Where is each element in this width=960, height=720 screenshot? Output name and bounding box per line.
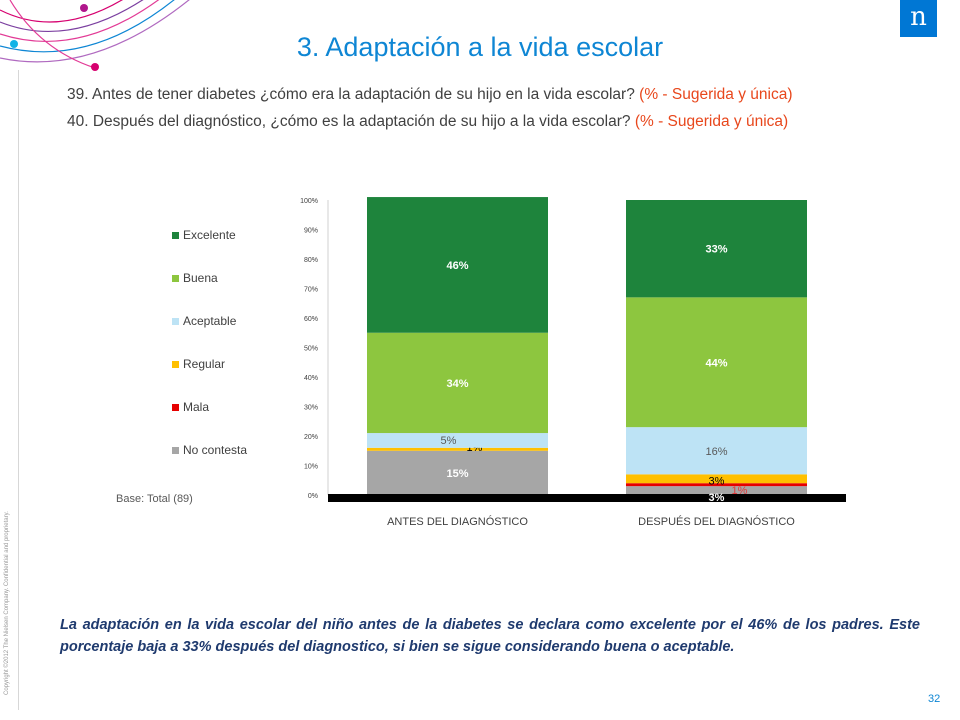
- x-category-label: ANTES DEL DIAGNÓSTICO: [387, 515, 528, 528]
- data-label: 33%: [705, 244, 727, 256]
- y-tick-label: 30%: [304, 405, 318, 412]
- deco-dot-blue: [10, 40, 18, 48]
- legend-label: Aceptable: [183, 314, 237, 328]
- legend-swatch: [172, 404, 179, 411]
- y-tick-label: 0%: [308, 493, 318, 500]
- legend-label: Excelente: [183, 228, 236, 242]
- base-note: Base: Total (89): [116, 493, 193, 505]
- y-tick-label: 40%: [304, 375, 318, 382]
- y-tick-label: 10%: [304, 464, 318, 471]
- data-label: 16%: [705, 446, 727, 458]
- decorative-arcs: [0, 0, 190, 71]
- nielsen-logo: n: [900, 0, 937, 37]
- y-tick-label: 100%: [300, 198, 318, 205]
- data-label: 46%: [446, 260, 468, 272]
- bar-segment: [626, 200, 807, 298]
- bar-segment: [626, 486, 807, 495]
- conclusion-text: La adaptación en la vida escolar del niñ…: [60, 617, 920, 655]
- data-label: 3%: [709, 492, 725, 504]
- legend-label: No contesta: [183, 443, 248, 457]
- y-tick-label: 90%: [304, 228, 318, 235]
- legend-swatch: [172, 318, 179, 325]
- y-tick-label: 80%: [304, 257, 318, 264]
- bar-segment: [626, 297, 807, 428]
- legend-swatch: [172, 275, 179, 282]
- x-axis-baseline: [328, 494, 846, 502]
- question-1: 39. Antes de tener diabetes ¿cómo era la…: [67, 86, 793, 104]
- bar-segment: [367, 433, 548, 448]
- y-tick-label: 60%: [304, 316, 318, 323]
- bar-segment: [367, 447, 548, 451]
- legend-swatch: [172, 232, 179, 239]
- legend-label: Buena: [183, 271, 218, 285]
- data-label: 5%: [441, 435, 457, 447]
- question-1-text: 39. Antes de tener diabetes ¿cómo era la…: [67, 86, 635, 103]
- data-label: 15%: [446, 468, 468, 480]
- data-label: 3%: [709, 475, 725, 487]
- legend-label: Mala: [183, 400, 210, 414]
- data-label: 44%: [705, 357, 727, 369]
- sidebar-line: [18, 70, 19, 710]
- legend-swatch: [172, 361, 179, 368]
- question-2-highlight: (% - Sugerida y única): [634, 113, 789, 130]
- data-label: 34%: [446, 378, 468, 390]
- x-category-label: DESPUÉS DEL DIAGNÓSTICO: [638, 515, 795, 528]
- bar-segment: [367, 197, 548, 333]
- question-2-text: 40. Después del diagnóstico, ¿cómo es la…: [67, 113, 631, 130]
- slide-title: 3. Adaptación a la vida escolar: [296, 32, 664, 62]
- bar-segment: [626, 483, 807, 487]
- bar-segment: [367, 332, 548, 434]
- y-tick-label: 70%: [304, 287, 318, 294]
- bar-segment: [367, 450, 548, 495]
- legend-label: Regular: [183, 357, 226, 371]
- deco-dot-pink: [91, 63, 99, 71]
- question-2: 40. Después del diagnóstico, ¿cómo es la…: [67, 113, 788, 131]
- bar-segment: [626, 474, 807, 484]
- legend-swatch: [172, 447, 179, 454]
- y-tick-label: 50%: [304, 346, 318, 353]
- page-number: 32: [928, 693, 941, 705]
- bar-segment: [626, 427, 807, 475]
- deco-dot-purple: [80, 4, 88, 12]
- y-tick-label: 20%: [304, 434, 318, 441]
- question-1-highlight: (% - Sugerida y única): [639, 86, 793, 103]
